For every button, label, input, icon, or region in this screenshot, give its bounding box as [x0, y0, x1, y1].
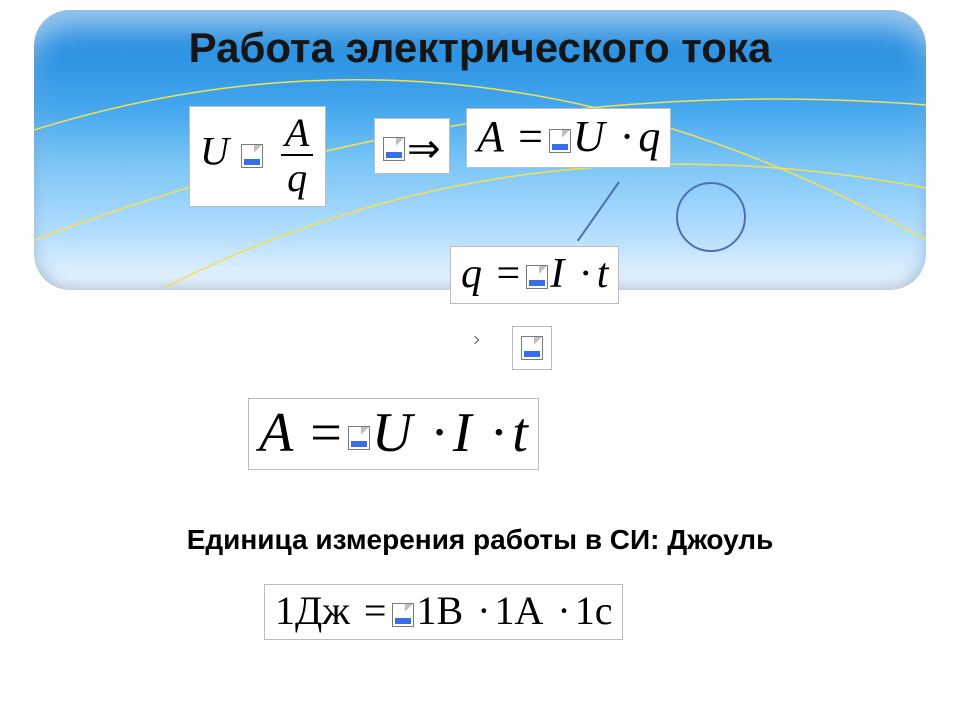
cdot: ·: [473, 588, 494, 633]
formula-u-eq-a-over-q: U A q: [189, 106, 326, 207]
ole-icon: [392, 603, 414, 627]
lhs-1J: 1Дж: [275, 588, 350, 633]
equals-sign: =: [493, 251, 525, 297]
ole-icon: [383, 137, 405, 161]
rhs-q: q: [638, 112, 660, 161]
p2-I: I: [453, 402, 472, 464]
equals-sign: =: [514, 112, 547, 161]
formula-main: A =U ·I ·t: [248, 398, 539, 470]
u-1V: 1В: [416, 588, 463, 633]
equals-sign: =: [360, 588, 391, 633]
cdot: ·: [575, 251, 597, 297]
implies-glyph: ⇒: [407, 126, 441, 171]
formula-q-eq-i-t: q = I ·t: [450, 246, 619, 304]
formula-units: 1Дж =1В ·1А ·1с: [264, 584, 623, 640]
lhs-q: q: [461, 251, 482, 297]
var-U: U: [200, 129, 229, 174]
cdot: ·: [486, 402, 513, 464]
cdot: ·: [553, 588, 574, 633]
ole-icon: [526, 265, 548, 289]
ole-icon: [521, 336, 543, 360]
lhs-A: A: [477, 112, 503, 161]
equals-sign: =: [306, 402, 346, 464]
ole-icon: [549, 129, 571, 153]
rhs-U: U: [573, 112, 605, 161]
title: Работа электрического тока: [34, 24, 926, 72]
rhs-I: I: [550, 251, 564, 297]
u-1s: 1с: [575, 588, 613, 633]
implies-box: ⇒: [374, 118, 450, 174]
ole-tile: [512, 326, 552, 370]
tiny-caret: [471, 336, 479, 344]
formula-a-eq-u-q: A = U ·q: [466, 108, 671, 168]
slide: Работа электрического тока U A q ⇒ A = U …: [0, 0, 960, 720]
ole-icon: [348, 426, 370, 450]
fraction-num: A: [279, 113, 315, 154]
u-1A: 1А: [495, 588, 544, 633]
cdot: ·: [616, 112, 639, 161]
p3-t: t: [512, 402, 528, 464]
lhs-A: A: [259, 402, 292, 464]
ole-icon: [241, 144, 263, 168]
q-circle: [676, 182, 746, 252]
fraction-den: q: [279, 156, 315, 198]
subtitle: Единица измерения работы в СИ: Джоуль: [0, 524, 960, 556]
cdot: ·: [426, 402, 453, 464]
p1-U: U: [372, 402, 412, 464]
fraction-a-over-q: A q: [279, 113, 315, 198]
rhs-t: t: [597, 251, 609, 297]
